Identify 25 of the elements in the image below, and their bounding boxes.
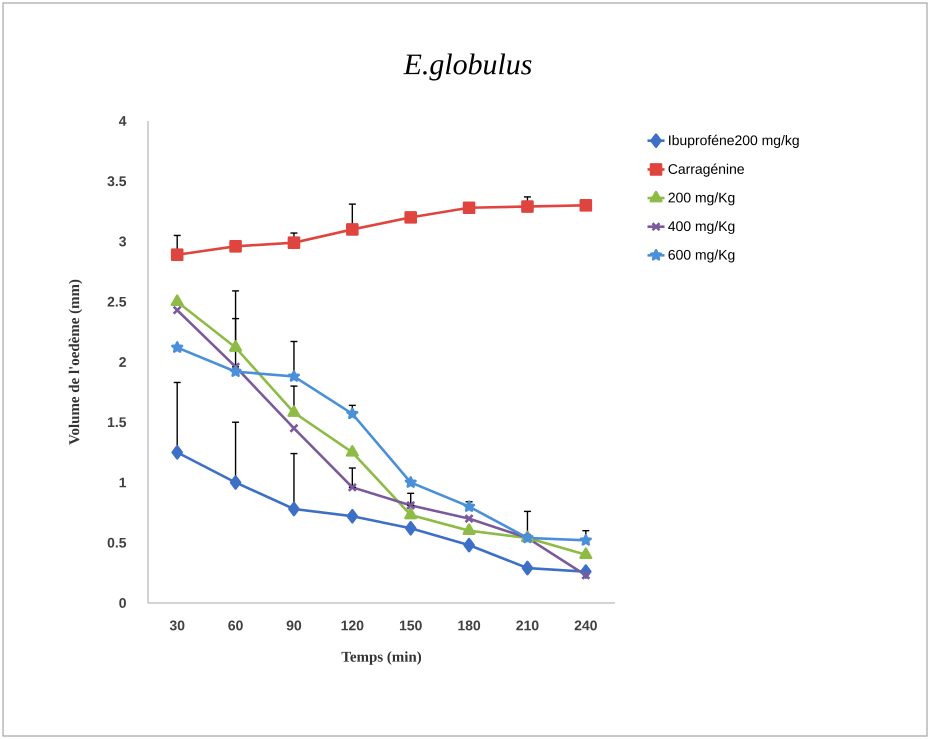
y-tick-label: 0 <box>119 598 126 608</box>
y-tick-label: 4 <box>118 116 126 126</box>
chart-title: E.globulus <box>403 53 532 81</box>
x-tick-label: 180 <box>458 620 480 630</box>
x-tick-label: 30 <box>170 620 184 630</box>
legend-label: 200 mg/Kg <box>668 192 734 206</box>
y-tick-label: 3.5 <box>107 176 126 186</box>
x-tick-label: 90 <box>286 620 302 630</box>
legend-label: Carragénine <box>668 164 744 177</box>
y-tick-label: 1 <box>120 478 126 488</box>
y-tick-label: 0.5 <box>108 538 126 548</box>
y-axis-title: Volume de l'oedème (mm) <box>68 280 82 445</box>
legend-label: 400 mg/Kg <box>668 220 734 234</box>
x-tick-label: 210 <box>516 620 539 630</box>
y-tick-label: 1.5 <box>108 417 126 428</box>
y-tick-label: 2 <box>119 357 126 367</box>
x-tick-label: 60 <box>228 620 243 630</box>
x-tick-label: 150 <box>400 620 422 630</box>
x-tick-label: 120 <box>342 620 364 630</box>
x-tick-label: 240 <box>574 620 597 630</box>
legend-label: Ibuproféne200 mg/kg <box>669 134 799 148</box>
y-tick-label: 3 <box>119 236 126 246</box>
x-axis-title: Temps (min) <box>342 651 422 665</box>
y-tick-label: 2.5 <box>108 296 126 307</box>
legend-label: 600 mg/Kg <box>668 249 734 262</box>
